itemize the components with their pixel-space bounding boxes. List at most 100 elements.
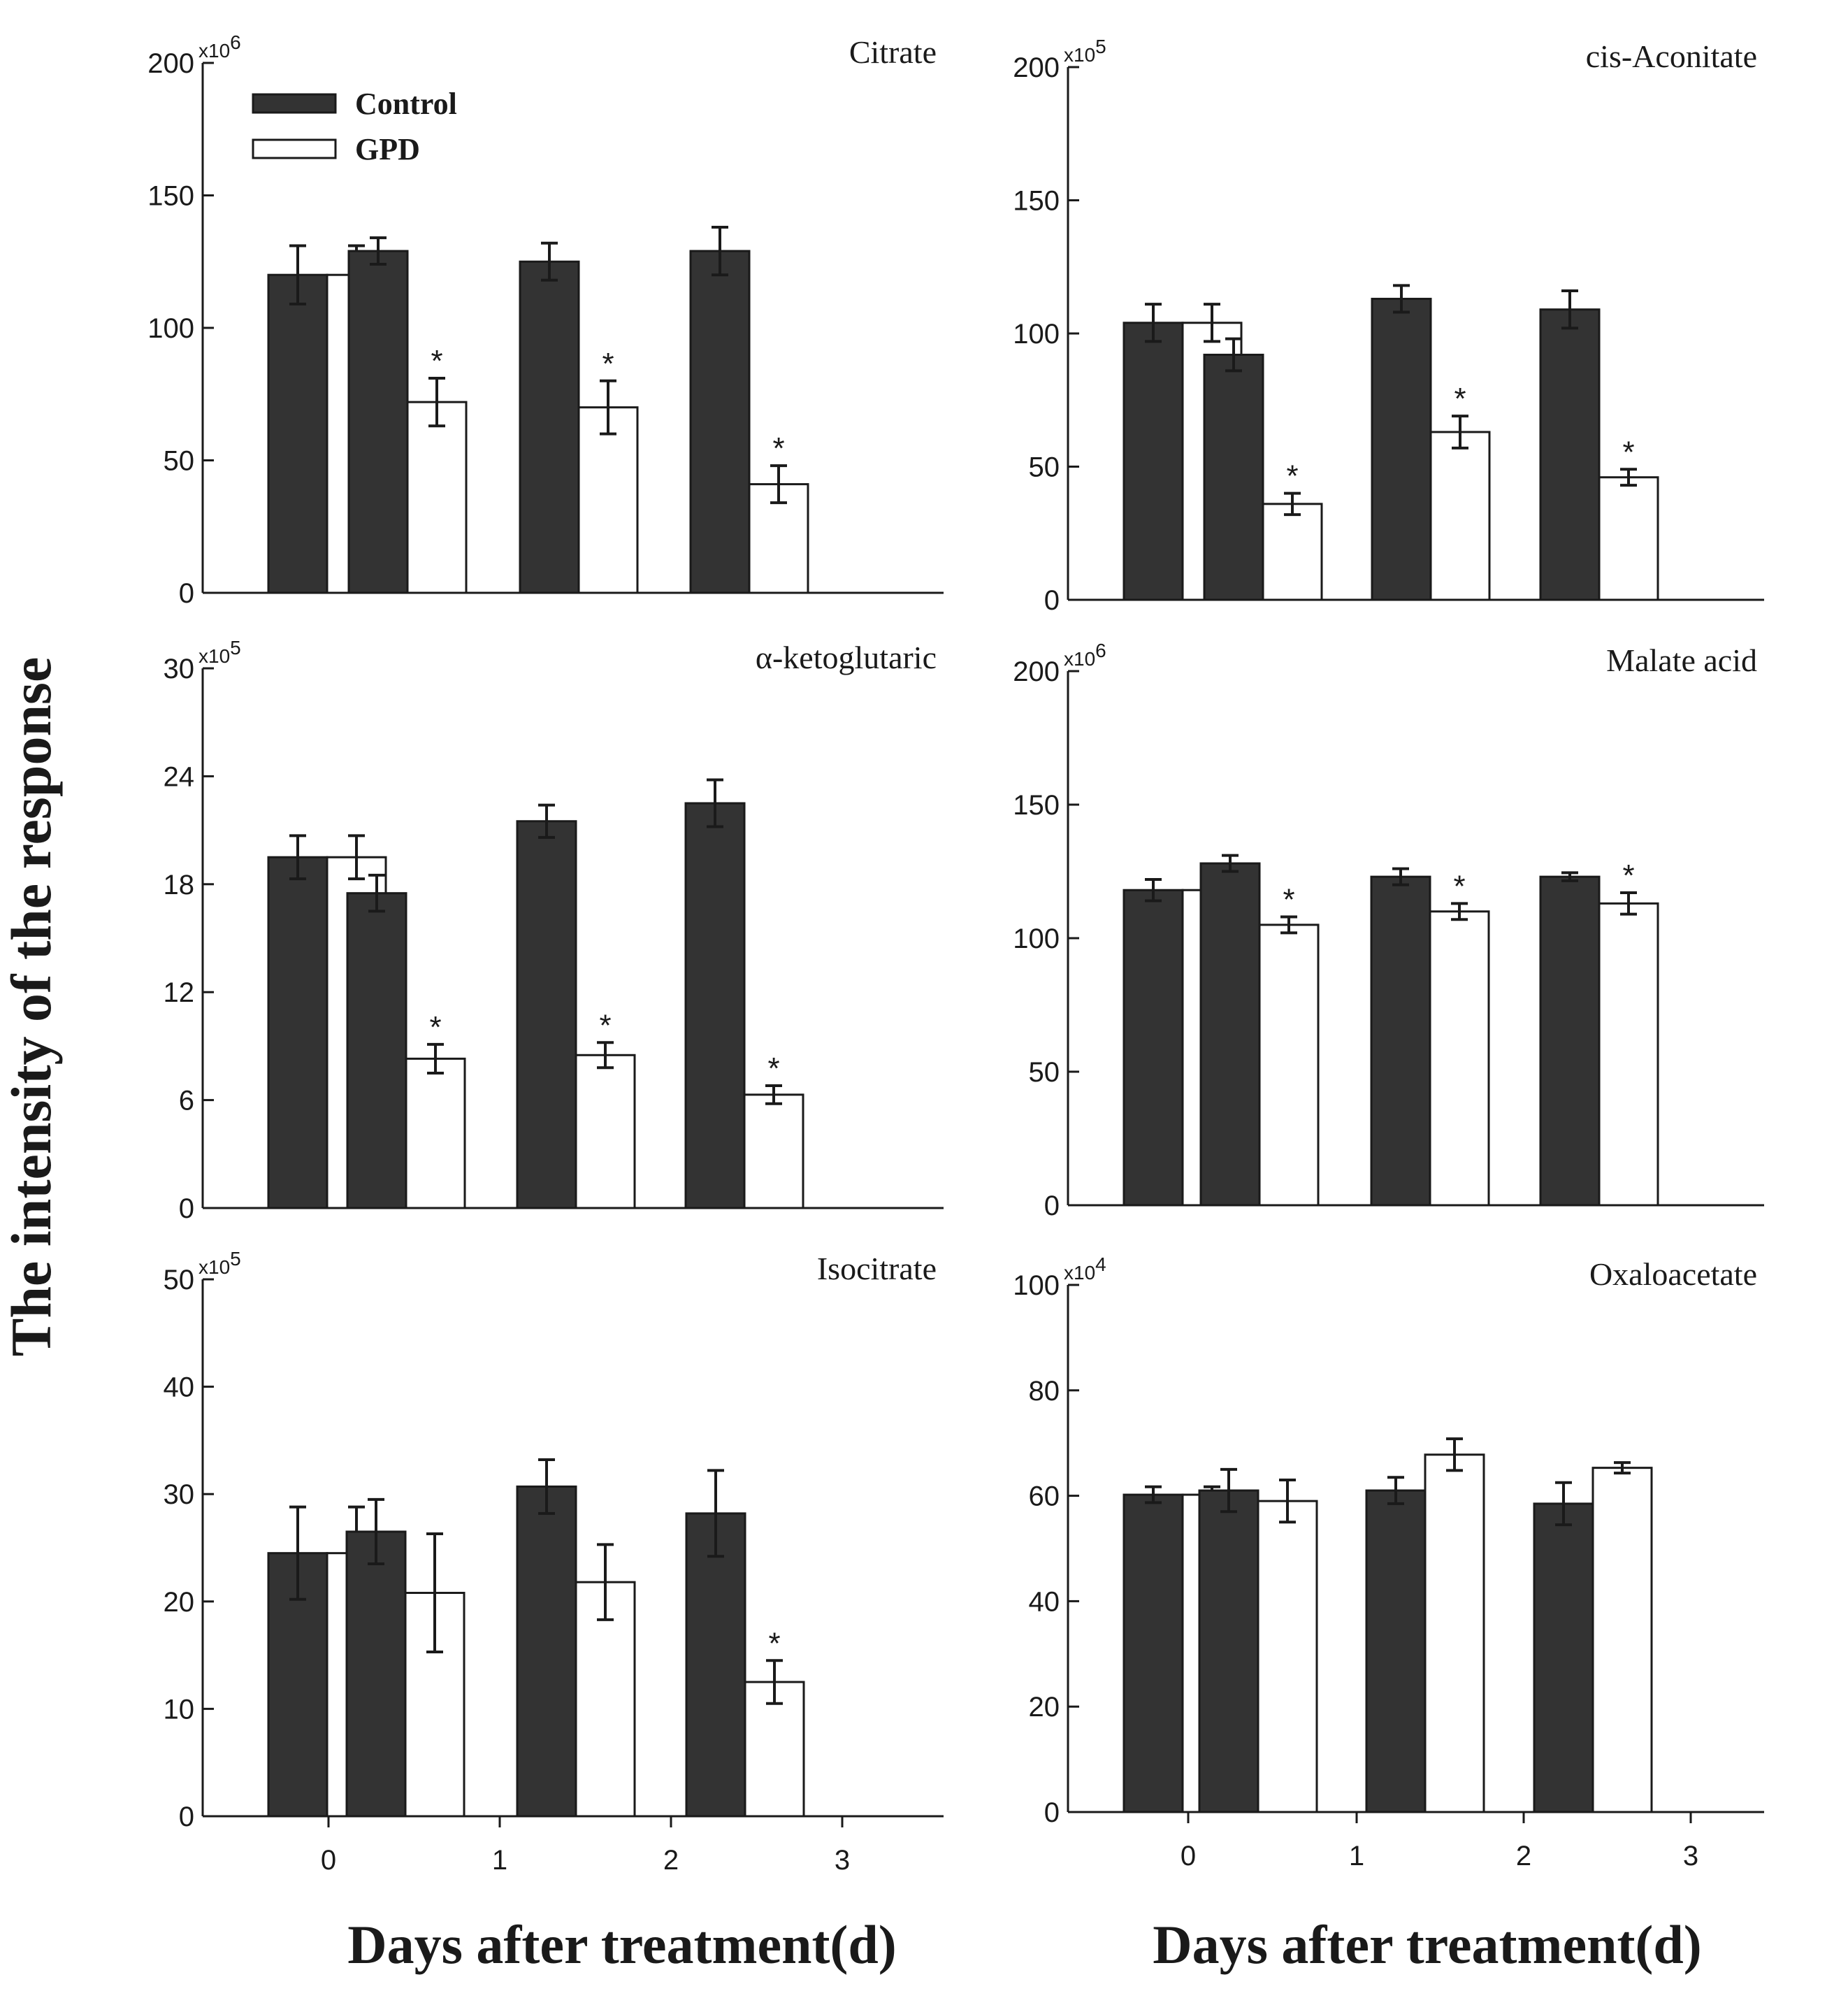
significance-marker: * <box>1622 435 1634 469</box>
y-tick-label: 150 <box>1013 186 1060 217</box>
bar-gpd <box>406 401 468 594</box>
bar-control <box>684 802 746 1209</box>
bar-control <box>1198 1489 1259 1813</box>
y-multiplier-exponent: 4 <box>1095 1253 1106 1275</box>
bar-control <box>685 1512 746 1818</box>
y-multiplier: x105 <box>198 637 241 667</box>
y-tick-label: 10 <box>164 1694 195 1725</box>
chart-panel-6: 0 20 40 60 80 100 x104 Oxaloacetate 0 1 2 3 <box>1013 1253 1764 1871</box>
legend-swatch-control <box>252 93 337 114</box>
y-tick-label: 18 <box>164 870 195 900</box>
y-tick-label: 100 <box>1013 319 1060 350</box>
y-tick-label: 0 <box>179 1802 194 1832</box>
bar-gpd <box>575 1054 636 1209</box>
legend-label-control: Control <box>355 87 457 121</box>
y-tick-label: 100 <box>1013 923 1060 954</box>
panel-title: Isocitrate <box>817 1251 937 1286</box>
y-tick-label: 40 <box>164 1372 195 1403</box>
panel-title: Citrate <box>849 34 937 70</box>
significance-marker: * <box>1622 858 1634 893</box>
y-tick-label: 100 <box>147 313 194 344</box>
y-multiplier-exponent: 5 <box>1095 36 1106 57</box>
bar-control <box>1122 322 1184 601</box>
bar-gpd <box>1262 503 1323 601</box>
bar-control <box>1365 1489 1427 1813</box>
panel-title: cis-Aconitate <box>1586 38 1757 74</box>
y-tick-label: 50 <box>164 1265 195 1295</box>
bar-gpd <box>1257 1500 1318 1813</box>
y-multiplier-exponent: 5 <box>230 1248 241 1270</box>
bar-gpd <box>1591 1467 1653 1813</box>
y-tick-label: 6 <box>179 1086 194 1116</box>
x-tick-label: 3 <box>1683 1841 1698 1871</box>
y-tick-label: 150 <box>147 181 194 212</box>
y-tick-label: 20 <box>164 1587 195 1618</box>
significance-marker: * <box>431 344 442 378</box>
bar-gpd <box>743 1093 804 1209</box>
bar-control <box>516 820 577 1209</box>
chart-panel-1: 0 50 100 150 200 x106 Citrate * * * <box>147 31 944 609</box>
y-tick-label: 50 <box>1029 452 1060 483</box>
bar-control <box>1199 862 1261 1207</box>
bar-control <box>347 250 409 594</box>
y-tick-label: 0 <box>1044 1797 1060 1828</box>
x-tick-label: 1 <box>1349 1841 1364 1871</box>
x-tick-label: 2 <box>663 1845 679 1876</box>
y-tick-label: 40 <box>1029 1586 1060 1617</box>
bar-control <box>1533 1502 1594 1813</box>
significance-marker: * <box>602 347 614 381</box>
bar-gpd <box>405 1057 466 1209</box>
significance-marker: * <box>768 1626 780 1660</box>
significance-marker: * <box>1283 882 1294 917</box>
significance-marker: * <box>767 1051 779 1086</box>
bar-control <box>519 260 580 594</box>
panel-title: Oxaloacetate <box>1589 1256 1757 1292</box>
bar-control <box>267 273 329 594</box>
y-tick-label: 200 <box>147 48 194 79</box>
y-tick-label: 50 <box>164 446 195 477</box>
y-tick-label: 30 <box>164 654 195 684</box>
bar-control <box>346 892 407 1209</box>
bar-control <box>1122 889 1184 1207</box>
y-multiplier-exponent: 6 <box>1095 640 1106 661</box>
y-tick-label: 0 <box>179 578 194 609</box>
panel-title: α-ketoglutaric <box>756 640 937 675</box>
bar-gpd <box>1598 902 1659 1207</box>
bar-control <box>1122 1493 1184 1813</box>
y-axis-label: The intensity of the response <box>0 657 63 1357</box>
bar-gpd <box>1424 1453 1485 1813</box>
chart-panel-5: 0 10 20 30 40 50 x105 Isocitrate 0 1 2 * 3 <box>164 1248 944 1876</box>
significance-marker: * <box>429 1010 441 1044</box>
bar-control <box>267 856 329 1209</box>
legend-swatch-gpd <box>252 138 337 159</box>
bar-control <box>345 1530 407 1818</box>
x-tick-label: 0 <box>321 1845 336 1876</box>
y-tick-label: 20 <box>1029 1692 1060 1723</box>
legend-label-gpd: GPD <box>355 132 420 166</box>
significance-marker: * <box>772 431 784 466</box>
bar-gpd <box>1258 923 1320 1207</box>
y-tick-label: 60 <box>1029 1481 1060 1512</box>
y-tick-label: 12 <box>164 977 195 1008</box>
y-tick-label: 200 <box>1013 52 1060 83</box>
y-tick-label: 0 <box>1044 1191 1060 1221</box>
y-tick-label: 100 <box>1013 1270 1060 1301</box>
x-axis-label-right: Days after treatment(d) <box>1153 1914 1702 1975</box>
y-tick-label: 80 <box>1029 1376 1060 1407</box>
legend: Control GPD <box>252 87 457 166</box>
y-tick-label: 24 <box>164 761 195 792</box>
bar-gpd <box>1429 431 1491 601</box>
y-multiplier-exponent: 5 <box>230 637 241 659</box>
significance-marker: * <box>1454 382 1466 416</box>
y-tick-label: 150 <box>1013 790 1060 821</box>
bar-gpd <box>575 1581 636 1818</box>
chart-panel-2: 0 50 100 150 200 x105 cis-Aconitate * * * <box>1013 36 1764 616</box>
bar-control <box>1203 353 1264 601</box>
significance-marker: * <box>1453 869 1465 903</box>
y-multiplier-exponent: 6 <box>230 31 241 53</box>
significance-marker: * <box>599 1008 611 1042</box>
x-tick-label: 3 <box>835 1845 850 1876</box>
bar-control <box>689 250 751 594</box>
